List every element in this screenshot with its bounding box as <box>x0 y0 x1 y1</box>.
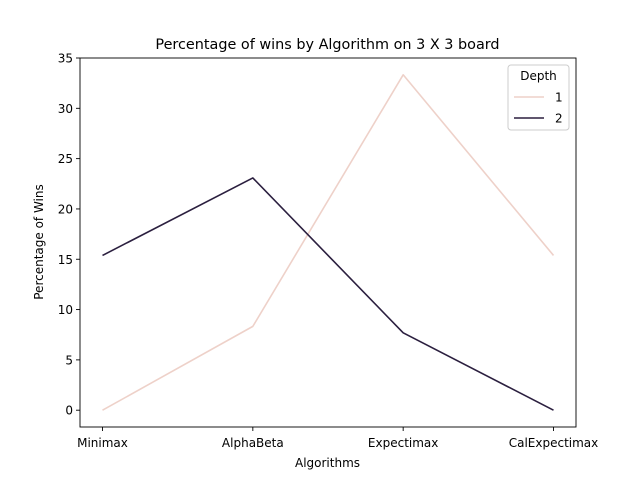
legend-title: Depth <box>520 69 557 83</box>
series-line-2 <box>102 177 554 411</box>
y-tick-label: 10 <box>58 303 73 317</box>
y-tick-label: 25 <box>58 152 73 166</box>
y-tick-label: 0 <box>65 404 73 418</box>
x-tick-label: CalExpectimax <box>509 436 599 450</box>
series-line-1 <box>102 74 555 411</box>
legend-label-2: 2 <box>555 112 563 126</box>
y-tick-label: 5 <box>65 353 73 367</box>
y-axis-label: Percentage of Wins <box>32 184 46 300</box>
x-tick-label: AlphaBeta <box>222 436 284 450</box>
x-tick-label: Expectimax <box>368 436 438 450</box>
axes: 0 5 10 15 20 25 30 35 Minimax AlphaBeta Expectimax… <box>58 52 599 451</box>
y-tick-label: 20 <box>58 202 73 216</box>
legend: Depth 1 2 <box>507 64 570 131</box>
y-tick-label: 30 <box>58 102 73 116</box>
legend-label-1: 1 <box>555 91 563 105</box>
y-tick-label: 35 <box>58 52 73 66</box>
y-tick-label: 15 <box>58 253 73 267</box>
axes-frame <box>79 57 577 428</box>
plot-area <box>102 74 555 411</box>
x-axis-label: Algorithms <box>295 456 360 470</box>
chart-title: Percentage of wins by Algorithm on 3 X 3… <box>155 37 499 53</box>
x-tick-label: Minimax <box>77 436 128 450</box>
